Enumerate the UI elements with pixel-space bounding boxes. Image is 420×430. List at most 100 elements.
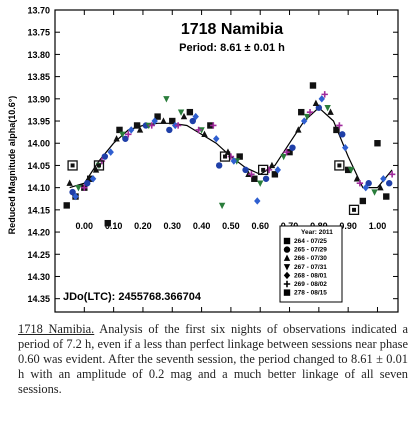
- point-plus: [306, 108, 314, 116]
- point-triangle-down: [177, 109, 185, 116]
- point-square: [169, 117, 176, 125]
- point-plus: [227, 153, 235, 160]
- legend-entry: 268 - 08/01: [294, 272, 327, 279]
- x-tick-label: 0.50: [222, 221, 240, 231]
- y-tick-label: 14.30: [27, 272, 50, 282]
- caption-text: Analysis of the first six nights of obse…: [18, 322, 408, 396]
- point-triangle-down: [371, 189, 378, 196]
- point-square: [309, 82, 317, 89]
- point-triangle: [113, 135, 120, 142]
- point-triangle-down: [75, 184, 82, 192]
- point-open-square: [219, 151, 231, 162]
- legend-box: [279, 225, 343, 303]
- point-triangle: [295, 126, 302, 133]
- point-square: [298, 108, 305, 116]
- point-plus: [248, 171, 255, 178]
- point-square: [344, 166, 352, 174]
- point-plus: [265, 166, 273, 174]
- point-triangle: [377, 183, 384, 191]
- point-plus: [283, 148, 290, 156]
- point-open-square-center: [223, 154, 228, 159]
- point-diamond: [89, 175, 97, 183]
- series-266: [66, 99, 384, 191]
- point-diamond: [254, 197, 261, 205]
- point-circle: [215, 162, 223, 169]
- lightcurve-chart: 13.70 13.75 13.80 13.85 13.90 13.95 14.00 14.05…: [7, 6, 399, 313]
- point-open-square: [348, 204, 360, 216]
- y-tick-label: 13.80: [27, 50, 50, 60]
- point-triangle: [283, 254, 291, 261]
- y-tick-label: 14.10: [27, 183, 50, 193]
- point-square: [251, 175, 258, 182]
- x-tick-label: 0.20: [134, 221, 152, 231]
- point-triangle-down: [218, 202, 226, 210]
- legend-entry: 266 - 07/30: [294, 255, 327, 262]
- point-triangle: [268, 161, 276, 169]
- legend-entry: 278 - 08/15: [294, 290, 327, 297]
- jdo-annotation: JDo(LTC): 2455768.366704: [63, 291, 202, 303]
- point-square: [104, 219, 111, 227]
- point-square: [383, 193, 390, 200]
- y-tick-label: 13.75: [27, 28, 50, 38]
- point-diamond: [213, 135, 220, 143]
- point-square: [333, 126, 340, 134]
- y-tick-label: 13.70: [27, 6, 50, 16]
- point-square: [154, 113, 161, 120]
- point-plus: [210, 122, 217, 129]
- point-plus: [148, 122, 155, 129]
- point-square: [133, 122, 141, 129]
- series-265: [69, 104, 393, 196]
- point-open-square-center: [96, 163, 101, 168]
- point-triangle-down: [119, 131, 126, 139]
- series-278: [67, 151, 360, 216]
- point-open-square: [334, 160, 345, 171]
- point-triangle: [180, 112, 188, 120]
- point-open-square-center: [337, 163, 342, 168]
- figure-caption: 1718 Namibia. Analysis of the first six …: [18, 322, 408, 397]
- x-tick-label: 0.90: [339, 221, 357, 231]
- point-open-square: [67, 160, 78, 171]
- point-square: [116, 126, 123, 134]
- point-triangle-down: [163, 96, 170, 103]
- point-diamond: [342, 143, 349, 152]
- point-diamond: [72, 192, 79, 201]
- legend-entry: 269 - 08/02: [294, 281, 327, 288]
- y-axis-label: Reduced Magnitude alpha(10.6°): [7, 96, 17, 235]
- y-tick-label: 14.20: [27, 228, 50, 238]
- point-diamond: [151, 117, 158, 125]
- point-open-square: [257, 164, 269, 176]
- point-triangle-down: [257, 180, 264, 187]
- point-square: [236, 153, 243, 160]
- point-open-square: [93, 160, 105, 171]
- point-diamond: [230, 157, 238, 165]
- point-square: [271, 171, 279, 178]
- point-triangle: [201, 130, 208, 138]
- legend-entry: 265 - 07/29: [294, 247, 327, 254]
- point-diamond: [362, 183, 369, 192]
- point-circle: [122, 135, 129, 142]
- point-triangle-down: [347, 167, 355, 174]
- y-tick-label: 14.25: [27, 250, 50, 260]
- legend-entry: 267 - 07/31: [294, 264, 327, 271]
- chart-subtitle: Period: 8.61 ± 0.01 h: [179, 42, 285, 54]
- point-plus: [356, 180, 364, 187]
- point-triangle: [353, 175, 361, 182]
- point-circle: [289, 144, 296, 151]
- x-tick-label: 0.00: [76, 221, 94, 231]
- point-circle: [166, 126, 173, 134]
- point-diamond: [300, 117, 308, 125]
- point-square: [359, 197, 367, 205]
- series-268: [72, 95, 387, 205]
- point-open-square-center: [70, 163, 75, 168]
- point-plus: [81, 184, 88, 191]
- point-diamond: [318, 95, 325, 103]
- point-diamond: [380, 175, 387, 183]
- point-diamond: [107, 148, 114, 156]
- point-circle: [283, 246, 291, 253]
- series-269: [81, 91, 396, 191]
- point-plus: [336, 122, 343, 129]
- point-square: [283, 289, 291, 296]
- point-square: [374, 140, 381, 147]
- y-tick-label: 14.35: [27, 294, 50, 304]
- point-triangle: [312, 99, 320, 106]
